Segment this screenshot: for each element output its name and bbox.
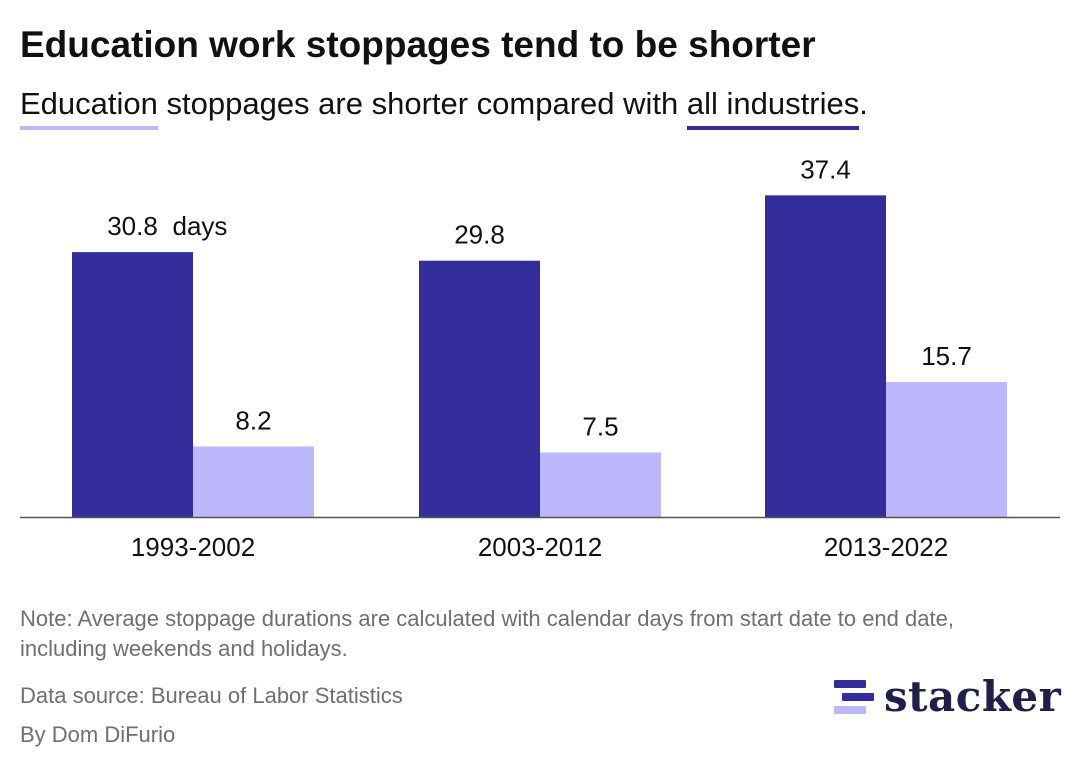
- bar-all-industries-2013-2022: [765, 195, 886, 518]
- data-label: 29.8: [454, 220, 505, 250]
- bar-education-1993-2002: [193, 446, 314, 517]
- data-label: 8.2: [235, 405, 271, 435]
- chart-note: Note: Average stoppage durations are cal…: [20, 606, 954, 661]
- x-tick-label: 2013-2022: [824, 532, 948, 562]
- chart-title: Education work stoppages tend to be shor…: [20, 24, 816, 65]
- logo-text: stacker: [884, 672, 1062, 721]
- byline: By Dom DiFurio: [20, 722, 176, 747]
- data-label: 15.7: [921, 341, 972, 371]
- bar-all-industries-2003-2012: [419, 260, 540, 517]
- data-source: Data source: Bureau of Labor Statistics: [20, 683, 403, 708]
- x-tick-label: 2003-2012: [478, 532, 602, 562]
- chart-subtitle: Education stoppages are shorter compared…: [20, 86, 868, 130]
- stacker-logo: stacker: [834, 672, 1061, 721]
- data-label: 37.4: [800, 154, 851, 184]
- bar-education-2013-2022: [886, 381, 1007, 517]
- bar-education-2003-2012: [540, 452, 661, 517]
- subtitle-period: .: [859, 86, 868, 121]
- stacker-stripes-icon: [834, 678, 874, 716]
- data-label: 30.8: [107, 211, 158, 241]
- unit-annotation: days: [173, 211, 228, 241]
- bar-all-industries-1993-2002: [72, 252, 193, 517]
- subtitle-text: stoppages are shorter compared with: [157, 86, 687, 121]
- bar-chart: 30.8 days 8.2 1993-2002 29.8 7.5 2003-2012 37.4…: [20, 154, 1060, 562]
- data-label: 7.5: [582, 412, 618, 442]
- x-tick-label: 1993-2002: [131, 532, 255, 562]
- legend-key-education: Education: [20, 86, 158, 130]
- legend-key-all-industries: all industries: [686, 86, 860, 130]
